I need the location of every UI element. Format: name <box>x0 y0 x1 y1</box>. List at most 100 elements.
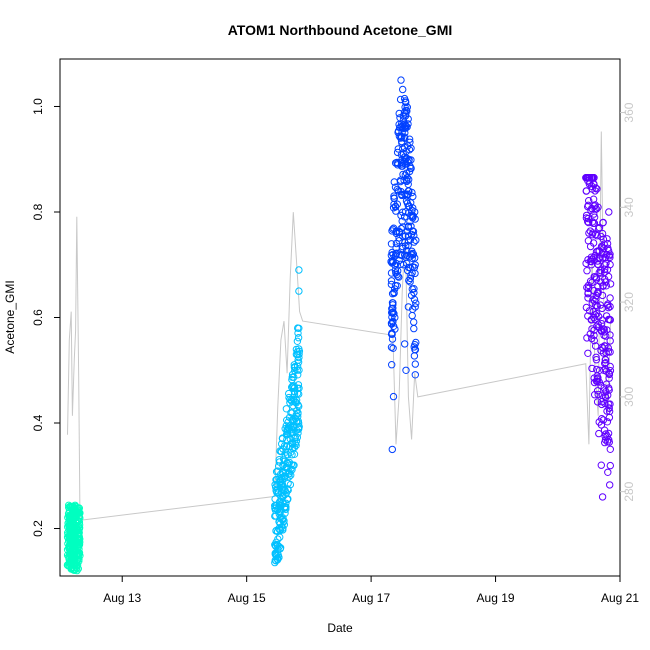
data-point <box>407 271 415 279</box>
data-point <box>398 242 407 251</box>
data-point <box>409 263 417 271</box>
data-point <box>408 188 416 197</box>
data-point <box>389 308 397 316</box>
data-point <box>591 187 599 195</box>
data-point <box>601 359 609 368</box>
data-point <box>410 318 418 326</box>
data-point <box>410 352 419 360</box>
data-point <box>295 287 303 295</box>
data-point <box>67 524 75 533</box>
data-point <box>282 405 291 413</box>
x-axis-label: Date <box>327 621 353 635</box>
data-point <box>284 485 292 493</box>
data-point <box>289 440 297 448</box>
data-point <box>292 396 301 404</box>
data-point <box>69 542 78 550</box>
y-tick-label: 1.0 <box>31 98 45 115</box>
data-point <box>398 133 406 141</box>
data-point <box>393 270 401 279</box>
data-point <box>277 470 285 478</box>
data-point <box>394 187 403 195</box>
data-point <box>400 133 409 141</box>
data-point <box>586 330 594 338</box>
data-point <box>283 416 291 424</box>
data-point <box>281 457 289 465</box>
data-point <box>75 509 84 517</box>
data-point <box>399 112 407 120</box>
data-point <box>584 349 592 357</box>
data-point <box>295 266 303 274</box>
data-point <box>392 227 400 236</box>
data-point <box>601 365 609 373</box>
series-3 <box>387 76 420 454</box>
data-point <box>404 222 412 230</box>
data-point <box>596 266 605 275</box>
data-point <box>594 390 602 399</box>
data-point <box>594 377 602 386</box>
series-layer <box>63 76 615 575</box>
data-point <box>412 236 420 245</box>
data-point <box>584 214 592 223</box>
data-point <box>601 436 610 444</box>
data-point <box>271 556 279 564</box>
data-point <box>592 295 600 303</box>
data-point <box>583 283 591 292</box>
data-point <box>598 400 606 409</box>
data-point <box>602 380 611 388</box>
data-point <box>604 348 613 356</box>
chart-title: ATOM1 Northbound Acetone_GMI <box>228 22 453 38</box>
data-point <box>592 248 601 256</box>
x-tick-label: Aug 13 <box>103 591 141 605</box>
data-point <box>294 429 302 437</box>
data-point <box>590 202 599 210</box>
data-point <box>388 445 396 454</box>
data-point <box>388 227 396 235</box>
data-point <box>584 294 592 302</box>
data-point <box>403 107 411 115</box>
data-point <box>586 178 594 187</box>
data-point <box>403 199 412 208</box>
series-4 <box>582 174 615 501</box>
data-point <box>588 325 596 333</box>
data-point <box>272 527 280 535</box>
data-point <box>388 335 397 343</box>
data-point <box>401 120 409 128</box>
data-point <box>402 106 410 115</box>
data-point <box>599 325 607 333</box>
data-point <box>591 201 599 209</box>
data-point <box>585 218 593 227</box>
data-point <box>598 493 607 501</box>
data-point <box>389 344 397 352</box>
data-point <box>387 277 396 285</box>
data-point <box>273 540 281 549</box>
data-point <box>595 224 603 233</box>
data-point <box>591 342 600 350</box>
data-point <box>293 366 301 374</box>
data-point <box>392 207 400 215</box>
data-point <box>586 277 595 285</box>
data-point <box>589 219 597 228</box>
data-point <box>411 371 419 379</box>
y2-tick-label: 360 <box>622 102 636 122</box>
data-point <box>405 146 414 154</box>
data-point <box>410 231 418 240</box>
data-point <box>605 413 614 422</box>
data-point <box>70 503 79 512</box>
data-point <box>281 509 289 517</box>
data-point <box>276 506 284 514</box>
data-point <box>398 160 406 168</box>
data-point <box>281 469 289 477</box>
data-point <box>407 164 415 173</box>
data-point <box>606 400 614 408</box>
data-point <box>71 545 79 554</box>
data-point <box>73 517 82 525</box>
data-point <box>279 524 287 532</box>
data-point <box>65 503 73 512</box>
y-axis-label: Acetone_GMI <box>3 280 17 353</box>
data-point <box>399 124 407 133</box>
data-point <box>401 251 409 259</box>
data-point <box>604 303 613 312</box>
data-point <box>70 535 78 543</box>
data-point <box>392 259 400 268</box>
data-point <box>600 244 608 253</box>
